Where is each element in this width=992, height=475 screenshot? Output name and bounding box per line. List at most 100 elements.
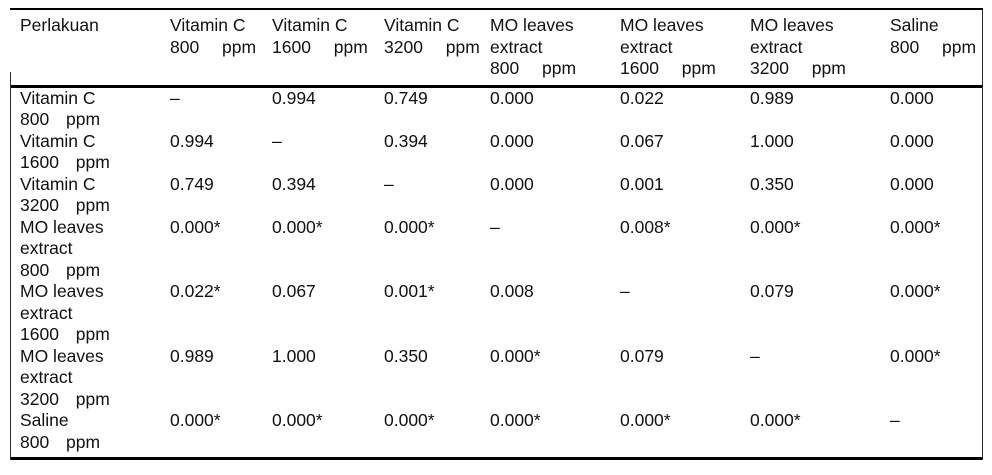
- dose-line: 1600 ppm: [620, 58, 716, 78]
- label-line: MO leaves: [750, 15, 834, 35]
- self-comparison-dash: –: [384, 173, 394, 194]
- p-value-cell: 1.000: [272, 345, 316, 366]
- p-value-cell: 0.079: [620, 345, 664, 366]
- label-line: MO leaves: [20, 216, 104, 237]
- self-comparison-dash: –: [272, 130, 282, 151]
- dose-line: 1600 ppm: [20, 324, 110, 344]
- table-left-border: [10, 72, 11, 460]
- label-line: extract: [20, 302, 73, 323]
- row-label: MO leaves extract 3200 ppm: [10, 346, 160, 411]
- label-line: extract: [490, 36, 543, 57]
- pairwise-comparison-table: Perlakuan Vitamin C 800 ppm Vitamin C 1600 p…: [10, 8, 983, 460]
- label-line: MO leaves: [620, 15, 704, 35]
- label-line: Vitamin C: [20, 130, 96, 151]
- p-value-cell: 0.000: [890, 173, 934, 194]
- header-cell: Vitamin C 1600 ppm: [262, 15, 374, 80]
- dose-line: 800 ppm: [20, 109, 101, 129]
- p-value-cell: 0.001*: [384, 281, 435, 301]
- label-line: MO leaves: [490, 15, 574, 35]
- p-value-cell: 0.000*: [384, 216, 435, 237]
- p-value-cell: 0.000*: [620, 410, 671, 430]
- row-label: MO leaves extract 1600 ppm: [10, 281, 160, 346]
- dose-line: 1600 ppm: [20, 152, 110, 172]
- label-line: Saline: [890, 15, 939, 35]
- dose-line: 800 ppm: [20, 431, 101, 452]
- table-row: Vitamin C 800 ppm – 0.994 0.749 0.000 0.022 0.9…: [10, 88, 983, 131]
- p-value-cell: 0.350: [750, 173, 794, 194]
- label-line: extract: [750, 36, 803, 57]
- table-row: MO leaves extract 3200 ppm 0.989 1.000 0.350 0…: [10, 346, 983, 411]
- label-line: Perlakuan: [20, 15, 99, 35]
- p-value-cell: 0.000*: [490, 410, 541, 430]
- p-value-cell: 0.994: [272, 87, 316, 108]
- header-cell: Saline 800 ppm: [880, 15, 983, 80]
- p-value-cell: 0.394: [384, 130, 428, 151]
- p-value-cell: 0.000: [890, 130, 934, 151]
- p-value-cell: 0.000*: [170, 216, 221, 237]
- row-label: Vitamin C 800 ppm: [10, 88, 160, 131]
- header-cell: MO leaves extract 3200 ppm: [740, 15, 880, 80]
- dose-line: 800 ppm: [20, 259, 101, 280]
- label-line: Vitamin C: [384, 15, 460, 35]
- p-value-cell: 0.001: [620, 173, 664, 194]
- p-value-cell: 0.000: [890, 87, 934, 108]
- header-cell: Vitamin C 800 ppm: [160, 15, 262, 80]
- label-line: Vitamin C: [170, 15, 246, 35]
- p-value-cell: 0.394: [272, 173, 316, 194]
- header-cell: MO leaves extract 1600 ppm: [610, 15, 740, 80]
- dose-line: 3200 ppm: [384, 36, 480, 57]
- self-comparison-dash: –: [890, 410, 900, 430]
- table-row: Vitamin C 1600 ppm 0.994 – 0.394 0.000 0.067 1.…: [10, 131, 983, 174]
- p-value-cell: 0.989: [750, 87, 794, 108]
- p-value-cell: 0.000*: [384, 410, 435, 430]
- label-line: extract: [20, 238, 73, 258]
- label-line: MO leaves: [20, 281, 104, 301]
- dose-line: 3200 ppm: [20, 195, 110, 215]
- dose-line: 800 ppm: [890, 36, 977, 57]
- p-value-cell: 0.000*: [890, 345, 941, 366]
- label-line: extract: [620, 36, 673, 57]
- p-value-cell: 1.000: [750, 130, 794, 151]
- label-line: Saline: [20, 410, 69, 430]
- table-row: MO leaves extract 800 ppm 0.000* 0.000* 0.000…: [10, 217, 983, 282]
- table-right-border: [982, 10, 983, 460]
- p-value-cell: 0.749: [384, 87, 428, 108]
- p-value-cell: 0.067: [272, 281, 316, 301]
- row-label: Vitamin C 3200 ppm: [10, 174, 160, 217]
- p-value-cell: 0.000*: [750, 216, 801, 237]
- row-label: Saline 800 ppm: [10, 410, 160, 457]
- p-value-cell: 0.749: [170, 173, 214, 194]
- label-line: MO leaves: [20, 345, 104, 366]
- header-cell: MO leaves extract 800 ppm: [480, 15, 610, 80]
- p-value-cell: 0.000*: [170, 410, 221, 430]
- dose-line: 1600 ppm: [272, 36, 368, 57]
- p-value-cell: 0.000*: [490, 345, 541, 366]
- table-header-row: Perlakuan Vitamin C 800 ppm Vitamin C 1600 p…: [10, 10, 983, 88]
- dose-line: 3200 ppm: [20, 388, 110, 409]
- p-value-cell: 0.989: [170, 345, 214, 366]
- dose-line: 800 ppm: [490, 58, 577, 78]
- table-row: MO leaves extract 1600 ppm 0.022* 0.067 0.001…: [10, 281, 983, 346]
- self-comparison-dash: –: [750, 345, 760, 366]
- row-label: MO leaves extract 800 ppm: [10, 217, 160, 282]
- p-value-cell: 0.067: [620, 130, 664, 151]
- label-line: Vitamin C: [20, 173, 96, 194]
- p-value-cell: 0.000*: [272, 410, 323, 430]
- table-body: Vitamin C 800 ppm –0.994 0.749 0.000 0.022 0.9…: [10, 88, 983, 460]
- p-value-cell: 0.000*: [750, 410, 801, 430]
- p-value-cell: 0.079: [750, 281, 794, 301]
- label-line: extract: [20, 367, 73, 387]
- p-value-cell: 0.000: [490, 87, 534, 108]
- self-comparison-dash: –: [490, 216, 500, 237]
- self-comparison-dash: –: [170, 87, 180, 108]
- p-value-cell: 0.008*: [620, 216, 671, 237]
- dose-line: 3200 ppm: [750, 58, 846, 78]
- p-value-cell: 0.022*: [170, 281, 221, 301]
- header-cell: Vitamin C 3200 ppm: [374, 15, 480, 80]
- p-value-cell: 0.994: [170, 130, 214, 151]
- p-value-cell: 0.000: [490, 130, 534, 151]
- p-value-cell: 0.022: [620, 87, 664, 108]
- row-label: Vitamin C 1600 ppm: [10, 131, 160, 174]
- table-row: Saline 800 ppm 0.000* 0.000* 0.000* 0.000* 0.0…: [10, 410, 983, 457]
- p-value-cell: 0.008: [490, 281, 534, 301]
